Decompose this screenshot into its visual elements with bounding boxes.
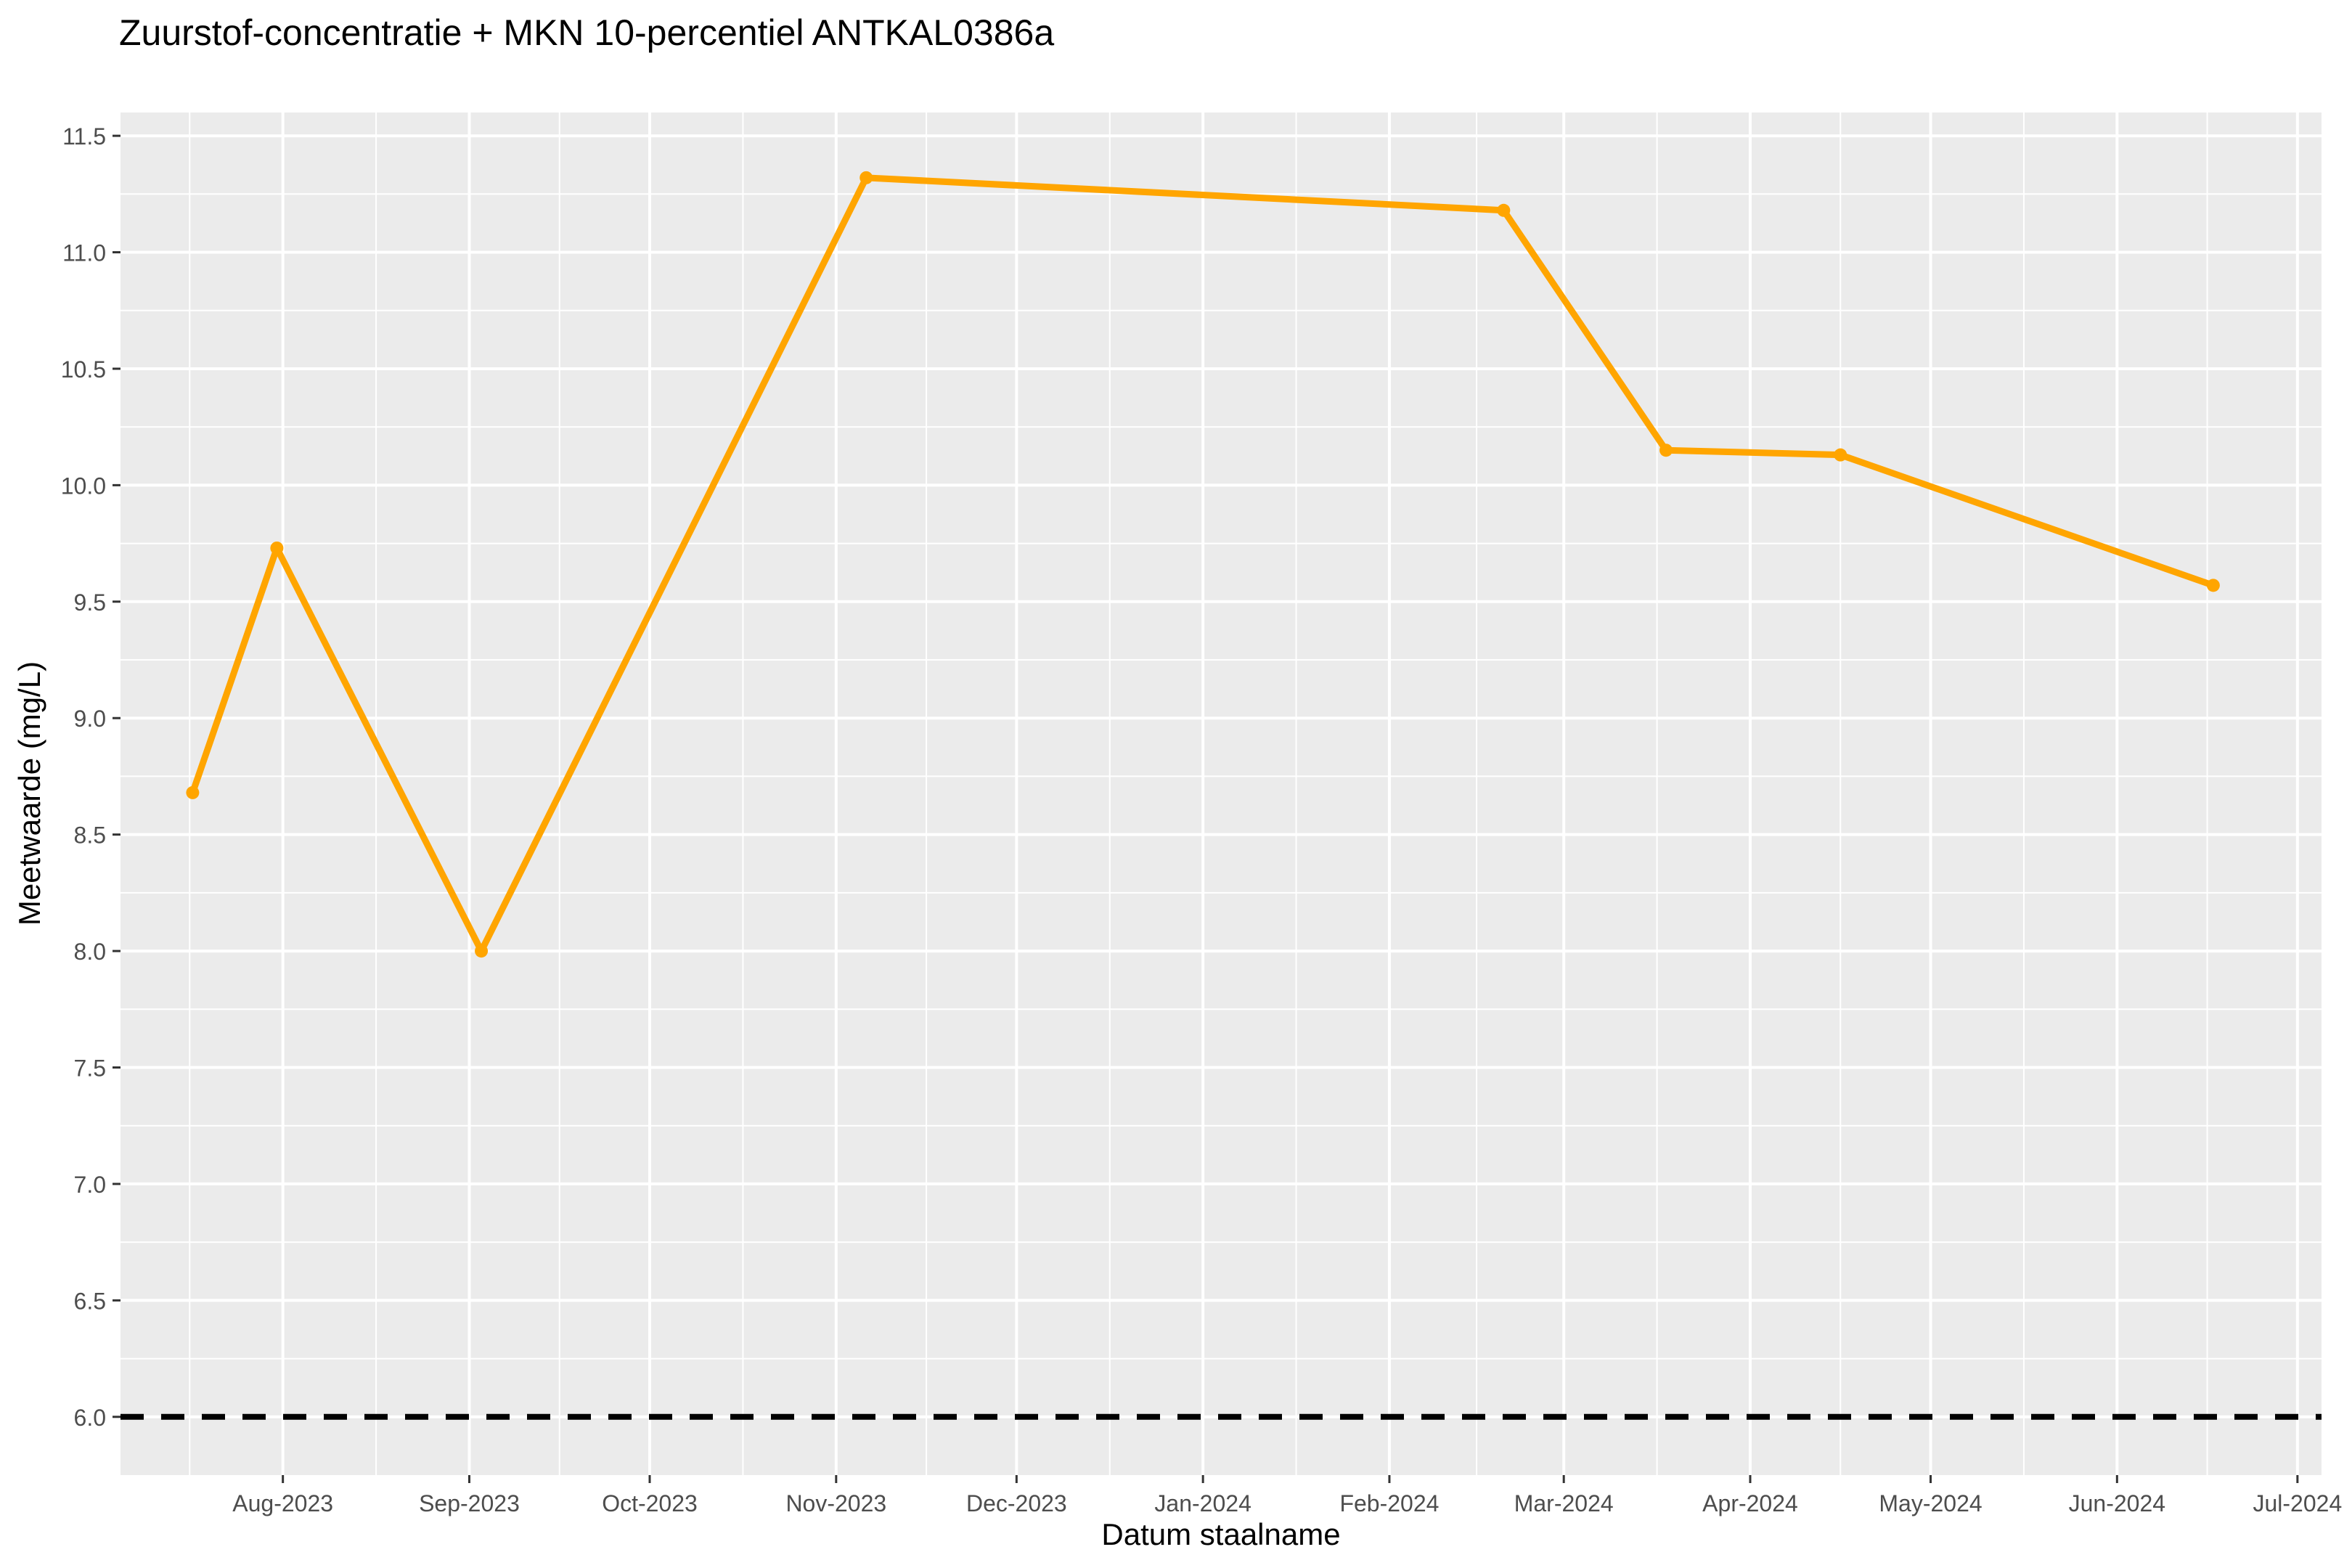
series-layer — [186, 171, 2220, 958]
x-tick-label: May-2024 — [1879, 1490, 1982, 1516]
y-tick-label: 11.5 — [62, 123, 106, 150]
y-axis: 6.0 6.5 7.0 7.5 8.0 8.5 9.0 9.5 10.0 10.5 11.0 11.5 — [61, 123, 121, 1431]
y-tick-label: 6.5 — [74, 1288, 106, 1314]
data-point — [186, 785, 200, 799]
x-tick-label: Oct-2023 — [602, 1490, 698, 1516]
x-axis-label: Datum staalname — [1101, 1517, 1340, 1551]
data-point — [475, 944, 489, 958]
data-point — [1834, 448, 1847, 462]
y-tick-label: 11.0 — [62, 240, 106, 266]
x-tick-label: Feb-2024 — [1339, 1490, 1439, 1516]
x-tick-label: Jun-2024 — [2069, 1490, 2165, 1516]
x-tick-label: Mar-2024 — [1514, 1490, 1614, 1516]
y-tick-label: 10.5 — [61, 356, 106, 383]
data-point — [1659, 444, 1673, 457]
y-tick-label: 8.5 — [74, 822, 106, 849]
x-tick-label: Dec-2023 — [966, 1490, 1067, 1516]
plot-panel — [121, 113, 2322, 1475]
y-tick-label: 8.0 — [74, 939, 106, 965]
data-point — [1497, 203, 1511, 217]
data-point — [859, 171, 873, 184]
y-tick-label: 9.5 — [74, 589, 106, 616]
x-tick-label: Jan-2024 — [1154, 1490, 1251, 1516]
y-axis-label: Meetwaarde (mg/L) — [12, 661, 46, 926]
y-tick-label: 6.0 — [74, 1405, 106, 1431]
data-point — [270, 541, 284, 555]
series-line — [189, 174, 2217, 955]
y-tick-label: 7.5 — [74, 1055, 106, 1082]
x-tick-label: Nov-2023 — [785, 1490, 886, 1516]
x-tick-label: Jul-2024 — [2253, 1490, 2342, 1516]
y-tick-label: 7.0 — [74, 1172, 106, 1198]
x-axis: Aug-2023 Sep-2023 Oct-2023 Nov-2023 Dec-2023… — [232, 1475, 2342, 1516]
y-tick-label: 9.0 — [74, 706, 106, 732]
y-tick-label: 10.0 — [61, 473, 106, 499]
x-tick-label: Aug-2023 — [232, 1490, 333, 1516]
x-tick-label: Sep-2023 — [419, 1490, 520, 1516]
x-tick-label: Apr-2024 — [1702, 1490, 1798, 1516]
data-point — [2206, 579, 2220, 592]
chart-title: Zuurstof-concentratie + MKN 10-percentie… — [119, 12, 1054, 53]
